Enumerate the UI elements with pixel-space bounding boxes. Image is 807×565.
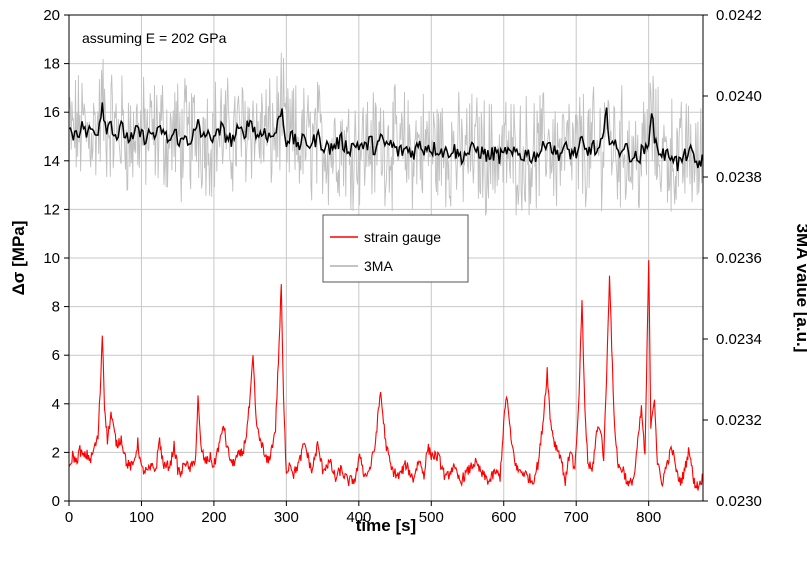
x-tick-label: 300: [274, 509, 299, 526]
y2-tick-label: 0.0236: [716, 250, 762, 267]
y2-tick-label: 0.0234: [716, 331, 762, 348]
x-tick-label: 500: [419, 509, 444, 526]
y2-tick-label: 0.0230: [716, 493, 762, 510]
legend-label-3ma: 3MA: [364, 258, 393, 274]
series-3ma-raw-line: [68, 52, 704, 216]
annotation: assuming E = 202 GPa: [82, 30, 227, 46]
legend: strain gauge 3MA: [322, 214, 469, 283]
y-tick-label: 16: [43, 104, 60, 121]
y-axis-ticks: 0 2 4 6 8 10 12 14 16 18 20: [43, 7, 69, 510]
x-tick-label: 600: [491, 509, 516, 526]
x-tick-label: 800: [636, 509, 661, 526]
y-tick-label: 12: [43, 201, 60, 218]
series-3ma-raw: [68, 52, 704, 216]
x-tick-label: 700: [564, 509, 589, 526]
y-tick-label: 18: [43, 56, 60, 73]
series-strain-gauge-line: [68, 260, 704, 491]
y-tick-label: 2: [52, 444, 60, 461]
legend-box: [322, 214, 469, 283]
x-tick-label: 400: [346, 509, 371, 526]
y-tick-label: 4: [52, 396, 60, 413]
series-strain-gauge: [68, 260, 704, 491]
x-tick-label: 100: [129, 509, 154, 526]
x-tick-label: 0: [65, 509, 73, 526]
y-tick-label: 14: [43, 153, 60, 170]
series-3ma-smoothed-line: [68, 102, 704, 172]
y2-tick-label: 0.0232: [716, 412, 762, 429]
series-3ma-smoothed: [68, 102, 704, 172]
x-tick-label: 200: [201, 509, 226, 526]
y2-axis-title: 3MA value [a.u.]: [793, 224, 807, 353]
x-axis-ticks: 0 100 200 300 400 500 600 700 800: [65, 501, 661, 526]
x-axis-title: time [s]: [356, 516, 416, 535]
y2-tick-label: 0.0242: [716, 7, 762, 24]
y-tick-label: 10: [43, 250, 60, 267]
y2-tick-label: 0.0238: [716, 169, 762, 186]
y-tick-label: 20: [43, 7, 60, 24]
y-tick-label: 8: [52, 299, 60, 316]
y2-axis-ticks: 0.0230 0.0232 0.0234 0.0236 0.0238 0.0240 0.02…: [703, 7, 762, 510]
y-tick-label: 6: [52, 347, 60, 364]
legend-label-strain-gauge: strain gauge: [364, 229, 441, 245]
y-tick-label: 0: [52, 493, 60, 510]
y-axis-title: Δσ [MPa]: [9, 221, 28, 296]
y2-tick-label: 0.0240: [716, 88, 762, 105]
